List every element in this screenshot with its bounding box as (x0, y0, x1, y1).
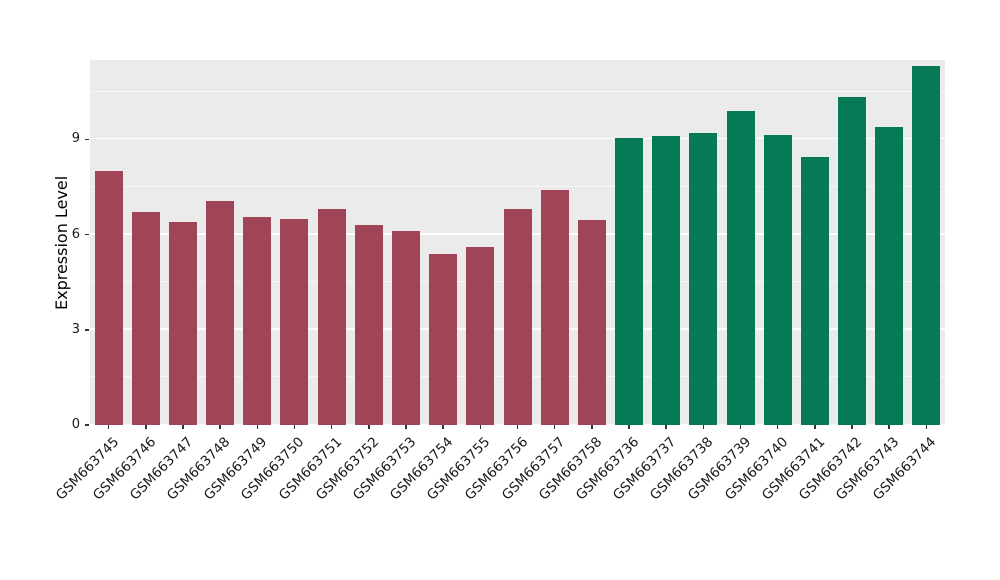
y-tick-mark (85, 424, 89, 426)
x-tick-mark (776, 425, 779, 429)
bar-GSM663757 (540, 190, 569, 425)
bar-GSM663742 (838, 96, 867, 425)
x-tick-mark (442, 425, 444, 429)
y-tick-label: 6 (71, 226, 80, 242)
bar-GSM663746 (131, 212, 160, 425)
bar-GSM663745 (94, 171, 123, 425)
x-tick-mark (814, 425, 816, 429)
bar-GSM663737 (652, 136, 681, 425)
plot-panel (90, 60, 945, 425)
y-tick-label: 3 (71, 321, 80, 337)
x-tick-mark (107, 425, 110, 429)
x-tick-mark (739, 425, 742, 429)
x-tick-mark (330, 425, 333, 429)
x-tick-mark (553, 425, 556, 429)
y-tick-mark (85, 233, 89, 236)
x-tick-mark (888, 425, 890, 429)
bar-GSM663755 (466, 247, 495, 425)
gridline-minor (90, 90, 945, 92)
x-tick-mark (665, 425, 667, 429)
bar-GSM663756 (503, 209, 532, 425)
x-tick-mark (293, 425, 296, 429)
bar-GSM663743 (875, 126, 904, 425)
x-tick-mark (925, 425, 928, 429)
x-tick-mark (591, 425, 593, 429)
bar-GSM663738 (689, 133, 718, 425)
bar-GSM663736 (615, 137, 644, 425)
bar-GSM663758 (577, 220, 606, 425)
y-tick-label: 9 (71, 131, 80, 147)
gridline-minor (90, 185, 945, 187)
bar-GSM663744 (912, 66, 941, 425)
bar-GSM663752 (354, 225, 383, 425)
bar-GSM663740 (763, 134, 792, 425)
x-tick-mark (702, 425, 705, 429)
y-axis-title: Expression Level (52, 175, 71, 310)
x-tick-mark (851, 425, 853, 429)
x-tick-mark (628, 425, 630, 429)
bar-GSM663749 (243, 217, 272, 425)
x-tick-mark (405, 425, 407, 429)
bar-GSM663747 (168, 221, 197, 425)
x-tick-mark (219, 425, 221, 429)
x-tick-mark (256, 425, 259, 429)
gridline-major (90, 137, 945, 140)
x-tick-mark (516, 425, 519, 429)
bar-GSM663750 (280, 218, 309, 425)
y-tick-label: 0 (71, 417, 80, 432)
y-tick-mark (85, 138, 89, 141)
bar-GSM663748 (206, 201, 235, 425)
y-tick-mark (85, 329, 89, 331)
bar-GSM663739 (726, 110, 755, 425)
x-tick-mark (145, 425, 147, 429)
bar-GSM663751 (317, 209, 346, 425)
bar-GSM663741 (800, 156, 829, 425)
x-tick-mark (368, 425, 370, 429)
x-tick-mark (479, 425, 482, 429)
bar-GSM663753 (391, 231, 420, 425)
x-tick-mark (182, 425, 184, 429)
bar-GSM663754 (429, 253, 458, 425)
